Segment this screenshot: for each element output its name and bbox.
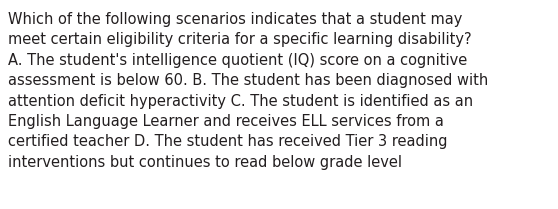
Text: Which of the following scenarios indicates that a student may
meet certain eligi: Which of the following scenarios indicat… [8,12,488,170]
